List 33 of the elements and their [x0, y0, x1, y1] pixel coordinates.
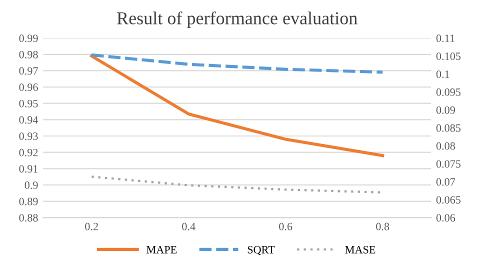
line-series [90, 54, 384, 158]
x-tick-label: 0.2 [85, 222, 98, 230]
y2-tick-label: 0.085 [436, 124, 461, 132]
y-tick-label: 0.89 [19, 198, 38, 206]
y2-tick-label: 0.065 [436, 196, 461, 204]
chart-title: Result of performance evaluation [117, 11, 358, 28]
y2-tick-label: 0.07 [436, 178, 456, 186]
y-tick-label: 0.96 [19, 84, 38, 92]
y-tick-label: 0.98 [19, 50, 38, 58]
y-tick-label: 0.97 [19, 67, 38, 75]
y-tick-label: 0.88 [19, 214, 38, 222]
y-tick-label: 0.95 [19, 100, 38, 108]
y2-tick-label: 0.095 [436, 88, 461, 96]
y2-tick-label: 0.08 [436, 142, 455, 150]
y-tick-label: 0.91 [19, 165, 38, 173]
y-tick-label: 0.99 [19, 34, 38, 42]
legend-label: MAPE [146, 246, 177, 254]
legend-label: SQRT [248, 246, 275, 256]
y-tick-label: 0.9 [24, 181, 38, 189]
y2-tick-label: 0.06 [436, 214, 456, 222]
line-series [90, 53, 384, 74]
y-tick-label: 0.93 [19, 132, 38, 140]
y2-tick-label: 0.1 [436, 70, 450, 78]
y-tick-label: 0.92 [19, 148, 38, 156]
legend-label: MASE [345, 246, 376, 254]
y2-tick-label: 0.09 [436, 106, 455, 114]
y2-tick-label: 0.11 [436, 34, 454, 42]
y2-tick-label: 0.105 [436, 52, 461, 60]
y-tick-label: 0.94 [19, 116, 38, 124]
x-tick-label: 0.4 [182, 222, 196, 230]
x-tick-label: 0.8 [376, 222, 390, 230]
x-tick-label: 0.6 [279, 222, 292, 230]
y2-tick-label: 0.075 [436, 160, 461, 168]
